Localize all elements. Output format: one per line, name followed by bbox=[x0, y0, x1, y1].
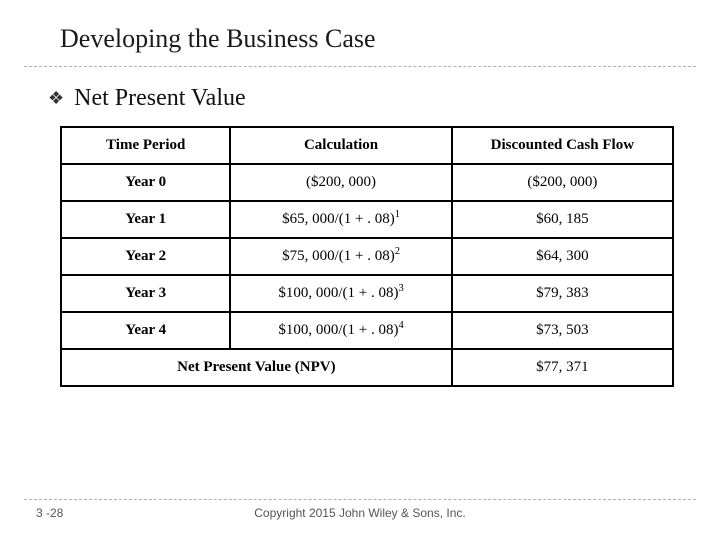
npv-summary-label: Net Present Value (NPV) bbox=[61, 349, 452, 386]
copyright-text: Copyright 2015 John Wiley & Sons, Inc. bbox=[96, 506, 684, 520]
cell-period: Year 2 bbox=[61, 238, 230, 275]
col-header-dcf: Discounted Cash Flow bbox=[452, 127, 673, 164]
table-row: Year 3 $100, 000/(1 + . 08)3 $79, 383 bbox=[61, 275, 673, 312]
cell-period: Year 0 bbox=[61, 164, 230, 201]
footer-divider bbox=[24, 499, 696, 500]
table-header-row: Time Period Calculation Discounted Cash … bbox=[61, 127, 673, 164]
table-summary-row: Net Present Value (NPV) $77, 371 bbox=[61, 349, 673, 386]
cell-dcf: ($200, 000) bbox=[452, 164, 673, 201]
slide-footer: 3 -28 Copyright 2015 John Wiley & Sons, … bbox=[0, 499, 720, 520]
cell-dcf: $60, 185 bbox=[452, 201, 673, 238]
cell-calc: $100, 000/(1 + . 08)4 bbox=[230, 312, 451, 349]
cell-period: Year 4 bbox=[61, 312, 230, 349]
npv-table: Time Period Calculation Discounted Cash … bbox=[60, 126, 674, 387]
cell-dcf: $73, 503 bbox=[452, 312, 673, 349]
cell-period: Year 1 bbox=[61, 201, 230, 238]
cell-calc: $65, 000/(1 + . 08)1 bbox=[230, 201, 451, 238]
cell-period: Year 3 bbox=[61, 275, 230, 312]
npv-summary-value: $77, 371 bbox=[452, 349, 673, 386]
col-header-calc: Calculation bbox=[230, 127, 451, 164]
cell-dcf: $79, 383 bbox=[452, 275, 673, 312]
cell-calc: ($200, 000) bbox=[230, 164, 451, 201]
table-row: Year 2 $75, 000/(1 + . 08)2 $64, 300 bbox=[61, 238, 673, 275]
bullet-icon: ❖ bbox=[48, 88, 64, 109]
subtitle-text: Net Present Value bbox=[74, 85, 246, 112]
slide-title: Developing the Business Case bbox=[0, 0, 720, 66]
table-row: Year 0 ($200, 000) ($200, 000) bbox=[61, 164, 673, 201]
cell-calc: $75, 000/(1 + . 08)2 bbox=[230, 238, 451, 275]
cell-calc: $100, 000/(1 + . 08)3 bbox=[230, 275, 451, 312]
col-header-period: Time Period bbox=[61, 127, 230, 164]
page-number: 3 -28 bbox=[36, 506, 96, 520]
cell-dcf: $64, 300 bbox=[452, 238, 673, 275]
table-row: Year 4 $100, 000/(1 + . 08)4 $73, 503 bbox=[61, 312, 673, 349]
table-row: Year 1 $65, 000/(1 + . 08)1 $60, 185 bbox=[61, 201, 673, 238]
title-divider bbox=[24, 66, 696, 67]
subtitle-row: ❖ Net Present Value bbox=[0, 85, 720, 112]
